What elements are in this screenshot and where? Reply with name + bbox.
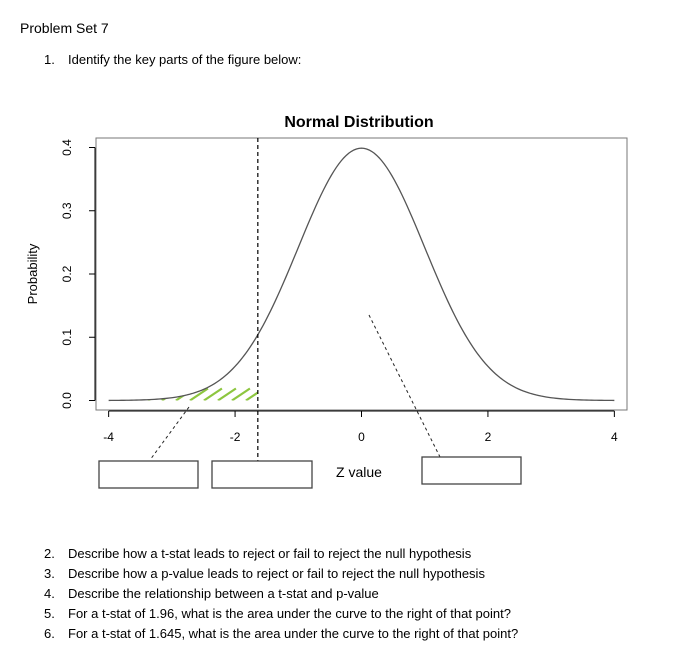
- hatch-mark: [260, 389, 278, 401]
- pointer-line-right: [368, 314, 441, 458]
- y-tick-label: 0.4: [60, 139, 74, 156]
- question-text: Describe how a t-stat leads to reject or…: [68, 546, 472, 561]
- question-item: 2. Describe how a t-stat leads to reject …: [44, 544, 518, 564]
- x-tick-label: 0: [358, 430, 365, 444]
- hatch-mark: [189, 387, 209, 401]
- answer-box-2[interactable]: [211, 460, 313, 489]
- y-axis-label: Probability: [25, 243, 40, 304]
- answer-box-3[interactable]: [421, 456, 522, 485]
- pointer-line-left: [149, 406, 190, 461]
- chart-title: Normal Distribution: [284, 114, 433, 131]
- hatch-mark: [245, 387, 258, 401]
- question-number: 6.: [44, 626, 55, 641]
- question-list-top: 1. Identify the key parts of the figure …: [44, 50, 301, 70]
- plot-frame: [95, 137, 628, 411]
- question-item: 3. Describe how a p-value leads to reject…: [44, 564, 518, 584]
- document-title: Problem Set 7: [20, 20, 109, 36]
- x-axis-label: Z value: [336, 464, 382, 480]
- hatch-mark: [217, 387, 237, 401]
- question-number: 2.: [44, 546, 55, 561]
- question-text: Describe the relationship between a t-st…: [68, 586, 379, 601]
- question-number: 5.: [44, 606, 55, 621]
- question-text: Describe how a p-value leads to reject o…: [68, 566, 485, 581]
- x-tick-label: -2: [230, 430, 241, 444]
- hatch-mark: [203, 387, 223, 401]
- question-text: Identify the key parts of the figure bel…: [68, 52, 302, 67]
- y-axis: 0.0 0.1 0.2 0.3 0.4: [60, 139, 96, 409]
- question-text: For a t-stat of 1.645, what is the area …: [68, 626, 519, 641]
- hatch-mark: [231, 387, 251, 401]
- y-tick-label: 0.3: [60, 202, 74, 219]
- question-item: 5. For a t-stat of 1.96, what is the area…: [44, 604, 518, 624]
- density-curve: [108, 147, 615, 402]
- y-tick-label: 0.1: [60, 329, 74, 346]
- question-item: 1. Identify the key parts of the figure …: [44, 50, 301, 70]
- x-tick-label: 2: [485, 430, 492, 444]
- y-tick-label: 0.2: [60, 265, 74, 282]
- x-axis: -4 -2 0 2 4: [103, 410, 618, 444]
- question-number: 4.: [44, 586, 55, 601]
- answer-box-1[interactable]: [98, 460, 199, 489]
- x-tick-label: 4: [611, 430, 618, 444]
- x-tick-label: -4: [103, 430, 114, 444]
- question-item: 6. For a t-stat of 1.645, what is the are…: [44, 624, 518, 644]
- question-list-bottom: 2. Describe how a t-stat leads to reject …: [44, 544, 518, 644]
- question-number: 1.: [44, 52, 55, 67]
- question-number: 3.: [44, 566, 55, 581]
- hatch-mark: [133, 387, 153, 401]
- question-text: For a t-stat of 1.96, what is the area u…: [68, 606, 511, 621]
- question-item: 4. Describe the relationship between a t-…: [44, 584, 518, 604]
- y-tick-label: 0.0: [60, 392, 74, 409]
